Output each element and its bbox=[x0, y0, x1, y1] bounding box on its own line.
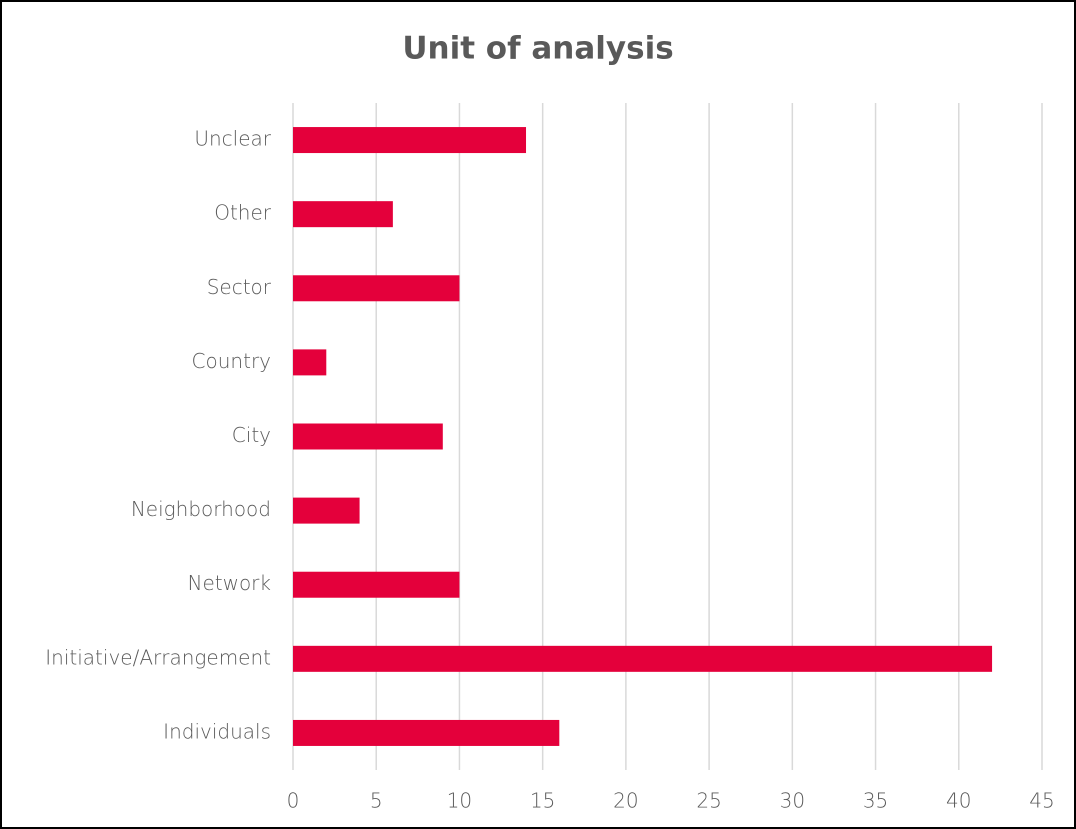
y-tick-label: Individuals bbox=[163, 719, 271, 743]
bar bbox=[293, 127, 527, 154]
bar bbox=[293, 423, 443, 450]
y-tick-label: Other bbox=[214, 201, 272, 225]
y-tick-label: Sector bbox=[207, 275, 272, 299]
y-tick-label: Initiative/Arrangement bbox=[45, 645, 271, 669]
x-tick-label: 45 bbox=[1029, 789, 1054, 813]
y-tick-label: Network bbox=[187, 571, 271, 595]
x-tick-label: 0 bbox=[287, 789, 300, 813]
x-tick-label: 5 bbox=[370, 789, 383, 813]
y-tick-label: City bbox=[232, 423, 271, 447]
bar bbox=[293, 275, 460, 302]
x-tick-label: 35 bbox=[863, 789, 888, 813]
y-tick-label: Neighborhood bbox=[131, 497, 271, 521]
bar bbox=[293, 645, 993, 672]
y-tick-label: Country bbox=[192, 349, 271, 373]
x-tick-label: 25 bbox=[696, 789, 721, 813]
bar bbox=[293, 719, 560, 746]
bar bbox=[293, 201, 393, 228]
x-tick-label: 30 bbox=[780, 789, 805, 813]
x-tick-label: 40 bbox=[946, 789, 971, 813]
y-tick-label: Unclear bbox=[194, 127, 271, 151]
bar bbox=[293, 497, 360, 524]
x-tick-label: 10 bbox=[447, 789, 472, 813]
x-tick-label: 15 bbox=[530, 789, 555, 813]
x-tick-label: 20 bbox=[613, 789, 638, 813]
bar bbox=[293, 571, 460, 598]
chart-title: Unit of analysis bbox=[402, 31, 673, 67]
bar bbox=[293, 349, 327, 376]
